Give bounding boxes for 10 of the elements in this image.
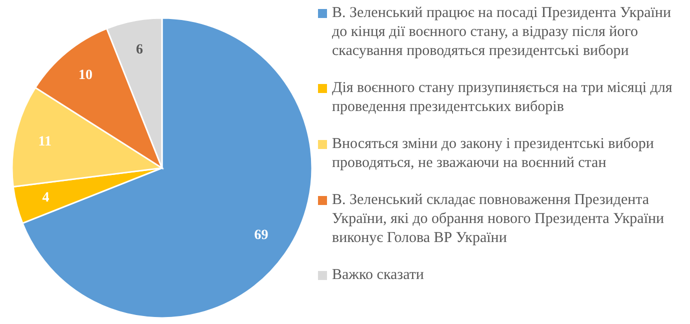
legend-label: Вносяться зміни до закону і президентські вибори проводяться, не зважаючи на воєнний стан (332, 135, 655, 173)
data-label: 69 (254, 228, 268, 243)
legend-label: Дія воєнного стану призупиняється на три місяці для проведення президентських виборів (332, 79, 674, 117)
legend-label: В. Зеленський працює на посаді Президента України до кінця дії воєнного стану, а відразу після його скасування проводяться президентські вибори (332, 4, 672, 61)
data-label: 4 (42, 190, 50, 206)
data-label: 11 (38, 134, 52, 150)
data-label: 6 (136, 42, 144, 58)
data-label: 10 (78, 68, 93, 84)
legend-label: В. Зеленський складає повноваження Президента України, які до обрання нового Президента України виконує Голова ВР України (332, 191, 666, 248)
legend-label: Важко сказати (332, 266, 424, 285)
